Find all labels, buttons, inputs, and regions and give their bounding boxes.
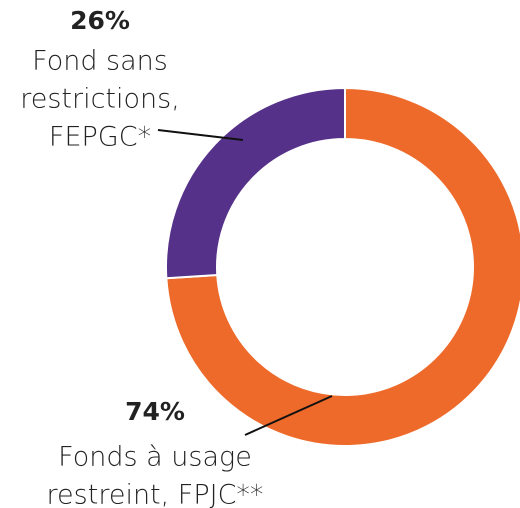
slice-label: restrictions, xyxy=(20,84,180,115)
value-label: 74% xyxy=(125,397,185,426)
slice-label: Fonds à usage xyxy=(58,442,252,473)
slice-label: FEPGC* xyxy=(49,122,151,153)
leader-line xyxy=(244,395,333,436)
slice-label: restreint, FPJC** xyxy=(47,480,264,508)
slice-label: Fond sans xyxy=(32,46,168,77)
donut-slice xyxy=(165,86,520,447)
leader-line xyxy=(157,129,244,141)
donut-slice xyxy=(165,86,346,280)
value-label: 26% xyxy=(70,6,130,35)
